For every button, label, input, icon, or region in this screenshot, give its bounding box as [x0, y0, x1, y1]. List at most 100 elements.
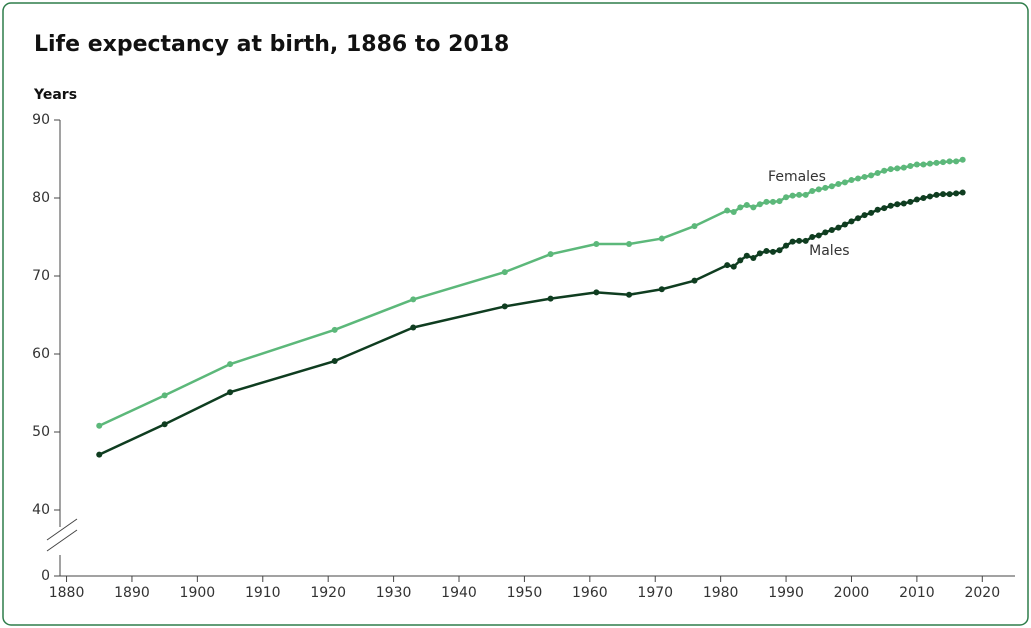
series-point	[769, 248, 776, 255]
series-label: Females	[768, 169, 826, 185]
series-point	[887, 202, 894, 209]
x-tick-label: 1890	[114, 585, 150, 601]
series-point	[776, 247, 783, 254]
series-point	[913, 196, 920, 203]
series-point	[730, 263, 737, 270]
series-point	[769, 198, 776, 205]
y-tick-label: 0	[41, 568, 50, 584]
series-point	[796, 191, 803, 198]
x-tick-label: 1900	[180, 585, 216, 601]
series-point	[809, 187, 816, 194]
series-point	[894, 201, 901, 208]
series-point	[855, 215, 862, 222]
series-point	[920, 195, 927, 201]
series-point	[750, 204, 757, 211]
series-point	[953, 190, 960, 197]
series-point	[331, 358, 338, 365]
axis-break	[46, 518, 78, 552]
series-point	[802, 237, 809, 244]
series-point	[750, 255, 757, 262]
series-point	[691, 277, 698, 284]
series-point	[691, 223, 698, 230]
series-point	[828, 183, 835, 190]
series-point	[861, 173, 868, 180]
series-point	[161, 392, 168, 399]
series-point	[161, 421, 168, 428]
series-point	[959, 189, 966, 196]
series-point	[815, 232, 822, 239]
series-point	[841, 179, 848, 186]
series-point	[658, 235, 665, 242]
series-point	[809, 234, 816, 240]
series-point	[626, 241, 633, 248]
x-tick-label: 1970	[637, 585, 673, 601]
series-point	[547, 251, 554, 258]
series-point	[756, 201, 763, 208]
series-point	[900, 200, 907, 207]
series-point	[835, 224, 842, 231]
series-point	[881, 205, 888, 212]
series-point	[227, 389, 234, 396]
y-tick-label: 40	[32, 502, 50, 518]
series-point	[227, 361, 234, 368]
x-tick-label: 1910	[245, 585, 281, 601]
series-point	[855, 175, 862, 182]
series-point	[410, 296, 417, 303]
series-point	[874, 170, 881, 177]
series-point	[756, 250, 763, 257]
series-point	[874, 206, 881, 213]
series-point	[501, 303, 508, 310]
y-tick-label: 80	[32, 190, 50, 206]
x-tick-label: 2020	[964, 585, 1000, 601]
series-point	[913, 161, 920, 168]
series-point	[743, 202, 750, 209]
series-point	[907, 198, 914, 205]
y-tick-label: 90	[32, 112, 50, 128]
series-point	[737, 204, 744, 211]
series-point	[724, 207, 731, 214]
series-point	[658, 286, 665, 293]
series-point	[946, 191, 953, 198]
y-tick-label: 70	[32, 268, 50, 284]
series-point	[593, 289, 600, 296]
series-point	[926, 193, 933, 200]
y-tick-label: 60	[32, 346, 50, 362]
series-point	[900, 164, 907, 171]
series-point	[789, 192, 796, 199]
x-tick-label: 1930	[376, 585, 412, 601]
series-point	[953, 158, 960, 165]
series-point	[907, 163, 914, 170]
series-point	[410, 324, 417, 331]
series-point	[848, 218, 855, 225]
series-point	[881, 167, 888, 174]
series-point	[940, 191, 947, 198]
series-point	[783, 194, 790, 201]
series-point	[789, 238, 796, 245]
series-point	[593, 241, 600, 248]
series-point	[796, 237, 803, 244]
series-point	[96, 451, 103, 458]
series-point	[828, 226, 835, 233]
series-point	[848, 177, 855, 184]
series-point	[626, 291, 633, 298]
series-point	[887, 166, 894, 173]
series-point	[894, 165, 901, 172]
series-point	[933, 191, 940, 198]
series-point	[776, 198, 783, 205]
x-tick-label: 1960	[572, 585, 608, 601]
series-point	[946, 158, 953, 165]
series-point	[331, 326, 338, 333]
series-point	[926, 160, 933, 167]
x-tick-label: 1880	[49, 585, 85, 601]
series-point	[868, 209, 875, 216]
x-tick-label: 2000	[834, 585, 870, 601]
series-point	[730, 209, 737, 216]
series-point	[822, 184, 829, 191]
x-tick-label: 1950	[507, 585, 543, 601]
series-point	[763, 198, 770, 205]
x-tick-label: 1990	[768, 585, 804, 601]
series-point	[822, 229, 829, 236]
series-point	[763, 248, 770, 255]
series-point	[783, 242, 790, 249]
